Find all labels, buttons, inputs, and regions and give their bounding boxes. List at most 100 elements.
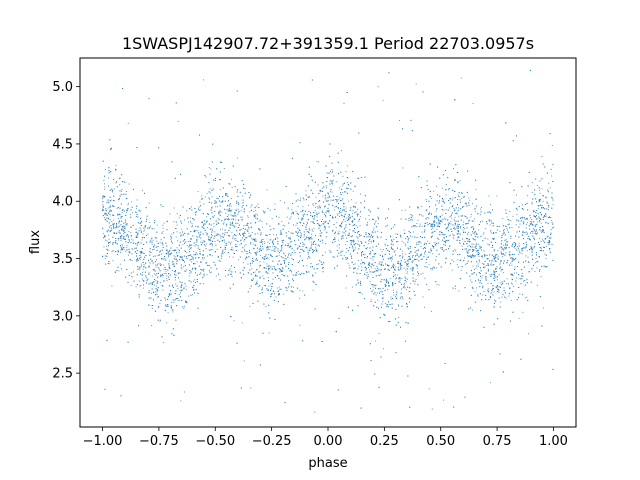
data-point [194, 229, 195, 231]
data-point [259, 254, 261, 256]
data-point [373, 256, 375, 258]
data-point [161, 264, 162, 266]
data-point [433, 220, 435, 222]
data-point [373, 271, 375, 273]
data-point [261, 221, 263, 223]
data-point [324, 228, 326, 230]
data-point [231, 241, 233, 243]
data-point [133, 242, 135, 244]
data-point [398, 269, 400, 271]
data-point [551, 197, 553, 199]
data-point [312, 192, 314, 194]
data-point [163, 264, 165, 266]
data-point [190, 294, 192, 296]
data-point [390, 235, 391, 237]
data-point [136, 245, 138, 247]
data-point [497, 276, 498, 278]
data-point [433, 247, 434, 249]
data-point [354, 267, 356, 269]
data-point [548, 209, 549, 211]
data-point [199, 201, 201, 203]
data-point [352, 190, 354, 192]
data-point [442, 174, 444, 176]
data-point [251, 232, 253, 233]
data-point [359, 225, 361, 227]
data-point [149, 240, 151, 242]
data-point [512, 215, 514, 217]
data-point [176, 285, 178, 287]
data-point [256, 275, 258, 277]
data-point [154, 220, 156, 221]
data-point [120, 395, 122, 397]
data-point [196, 236, 198, 237]
data-point [336, 221, 338, 223]
data-point [454, 248, 456, 250]
data-point [179, 232, 181, 234]
data-point [496, 279, 498, 281]
data-point [508, 220, 510, 222]
data-point [156, 273, 158, 275]
data-point [469, 275, 471, 277]
data-point [498, 226, 500, 227]
data-point [129, 214, 131, 216]
data-point [277, 243, 279, 245]
data-point [251, 268, 253, 270]
data-point [478, 265, 480, 267]
data-point [482, 275, 484, 277]
data-point [395, 233, 397, 235]
data-point [157, 267, 159, 269]
data-point [142, 268, 144, 270]
data-point [518, 245, 520, 247]
data-point [492, 273, 494, 275]
data-point [365, 247, 367, 249]
data-point [412, 268, 414, 270]
data-point [313, 227, 315, 229]
data-point [499, 263, 501, 265]
data-point [322, 195, 324, 197]
data-point [547, 223, 549, 225]
data-point [428, 217, 430, 219]
data-point [237, 223, 239, 225]
data-point [284, 255, 286, 257]
data-point [550, 229, 552, 231]
data-point [460, 227, 461, 229]
data-point [502, 233, 504, 235]
data-point [539, 192, 541, 194]
data-point [217, 217, 219, 219]
data-point [172, 264, 174, 266]
data-point [197, 307, 199, 309]
data-point [278, 260, 280, 262]
data-point [515, 224, 517, 226]
data-point [161, 243, 163, 245]
data-point [352, 309, 353, 311]
data-point [358, 220, 360, 222]
data-point [454, 224, 456, 226]
data-point [327, 193, 329, 195]
data-point [384, 243, 386, 245]
data-point [403, 229, 405, 231]
data-point [262, 210, 264, 212]
data-point [417, 275, 419, 277]
data-point [162, 224, 164, 226]
data-point [452, 236, 454, 238]
data-point [456, 264, 458, 266]
data-point [268, 285, 270, 287]
data-point [125, 250, 127, 252]
data-point [187, 295, 189, 297]
data-point [312, 289, 314, 291]
data-point [525, 227, 527, 229]
data-point [336, 245, 338, 247]
data-point [303, 244, 305, 246]
data-point [534, 224, 536, 226]
data-point [257, 203, 259, 205]
data-point [336, 199, 338, 201]
data-point [374, 268, 376, 270]
data-point [466, 238, 468, 240]
data-point [428, 242, 430, 244]
data-point [295, 244, 297, 246]
data-point [511, 283, 513, 285]
data-point [109, 230, 111, 232]
data-point [420, 273, 422, 275]
data-point [219, 205, 221, 207]
data-point [351, 221, 353, 222]
